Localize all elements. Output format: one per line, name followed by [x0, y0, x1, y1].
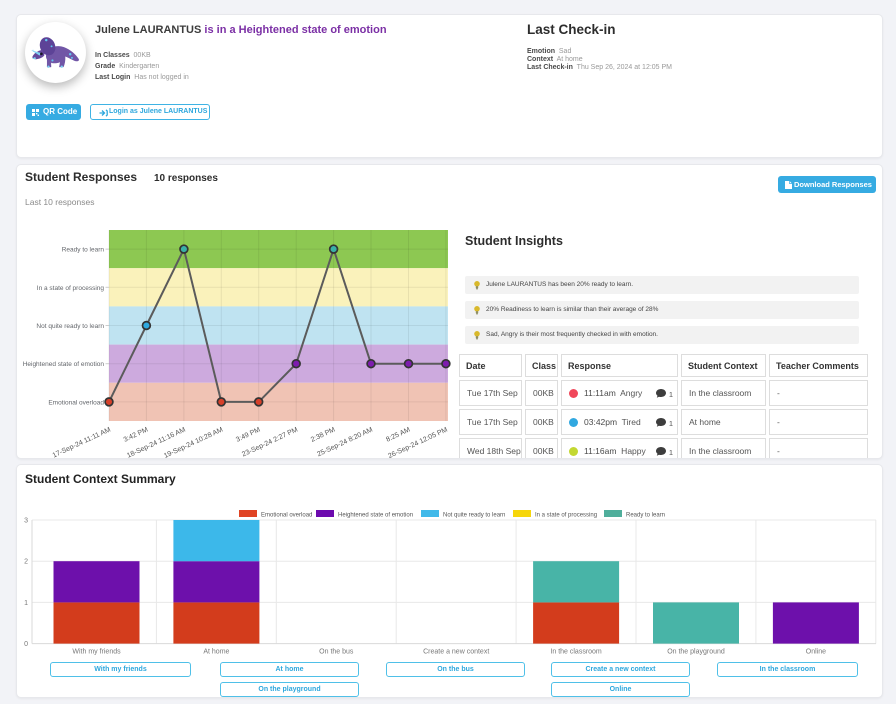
svg-text:17-Sep-24 11:11 AM: 17-Sep-24 11:11 AM — [52, 426, 112, 459]
svg-text:Emotional overload: Emotional overload — [261, 513, 312, 519]
svg-text:Not quite ready to learn: Not quite ready to learn — [443, 513, 505, 519]
svg-text:2:38 PM: 2:38 PM — [310, 426, 337, 443]
svg-text:Online: Online — [806, 649, 826, 656]
svg-text:Emotional overload: Emotional overload — [48, 399, 104, 406]
svg-text:Create a new context: Create a new context — [423, 649, 489, 656]
svg-text:With my friends: With my friends — [72, 649, 121, 656]
svg-text:Ready to learn: Ready to learn — [62, 247, 105, 254]
svg-text:3:42 PM: 3:42 PM — [123, 426, 150, 443]
svg-text:At home: At home — [203, 649, 229, 656]
svg-text:3: 3 — [24, 518, 28, 525]
svg-text:0: 0 — [24, 641, 28, 648]
svg-text:In a state of processing: In a state of processing — [37, 285, 105, 292]
svg-text:Heightened state of emotion: Heightened state of emotion — [23, 361, 105, 368]
svg-text:In the classroom: In the classroom — [550, 649, 602, 656]
svg-text:Heightened state of emotion: Heightened state of emotion — [338, 513, 413, 519]
svg-text:Ready to learn: Ready to learn — [626, 513, 665, 519]
svg-text:On the playground: On the playground — [667, 649, 725, 656]
svg-text:Not quite ready to learn: Not quite ready to learn — [36, 323, 104, 330]
svg-text:1: 1 — [24, 600, 28, 607]
svg-text:In a state of processing: In a state of processing — [535, 513, 597, 519]
svg-text:8:25 AM: 8:25 AM — [385, 426, 411, 443]
svg-text:On the bus: On the bus — [319, 649, 354, 656]
svg-text:2: 2 — [24, 559, 28, 566]
svg-text:3:49 PM: 3:49 PM — [235, 426, 262, 443]
